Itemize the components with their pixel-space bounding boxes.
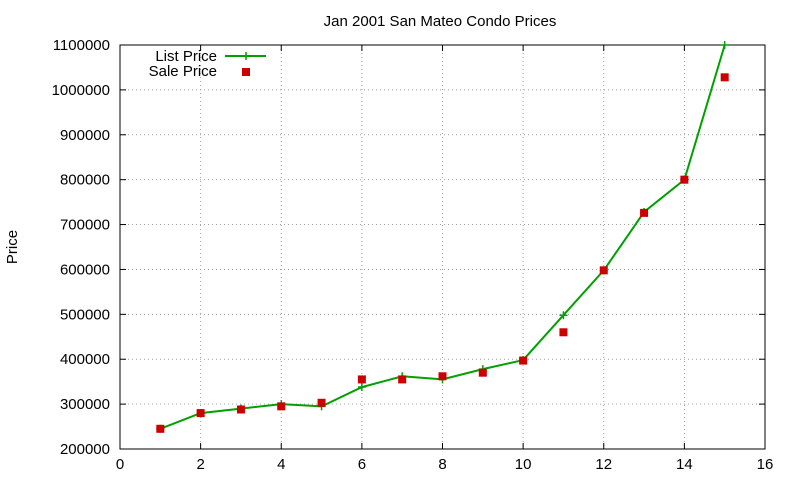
y-tick-label: 900000: [60, 127, 110, 144]
sale-price-point: [277, 402, 286, 411]
sale-price-point: [398, 375, 407, 384]
legend-label-sale-price: Sale Price: [149, 63, 217, 80]
x-tick-label: 10: [515, 456, 532, 473]
chart-title: Jan 2001 San Mateo Condo Prices: [324, 13, 557, 30]
grid: [120, 45, 765, 449]
sale-price-point: [317, 398, 326, 407]
y-tick-label: 400000: [60, 351, 110, 368]
x-tick-label: 14: [676, 456, 693, 473]
plot-area: [156, 41, 729, 433]
sale-price-point: [357, 375, 366, 384]
x-tick-label: 2: [196, 456, 204, 473]
x-tick-label: 6: [358, 456, 366, 473]
sale-price-point: [720, 73, 729, 82]
y-tick-label: 700000: [60, 217, 110, 234]
sale-price-point: [236, 405, 245, 414]
axes: 200000 300000 400000 500000 600000 700000 8000…: [52, 37, 774, 473]
x-tick-label: 0: [116, 456, 124, 473]
y-tick-label: 200000: [60, 441, 110, 458]
sale-price-point: [196, 409, 205, 418]
x-tick-label: 12: [595, 456, 612, 473]
y-tick-label: 300000: [60, 396, 110, 413]
list-price-point: [720, 41, 729, 49]
sale-price-point: [478, 368, 487, 377]
list-price-point: [559, 311, 568, 320]
sale-price-point: [680, 175, 689, 184]
x-tick-label: 8: [438, 456, 446, 473]
legend-label-list-price: List Price: [155, 48, 217, 65]
plot-frame: [119, 44, 766, 450]
y-tick-label: 1000000: [52, 82, 110, 99]
sale-price-point: [438, 372, 447, 381]
y-tick-label: 800000: [60, 172, 110, 189]
sale-price-point: [599, 266, 608, 275]
sale-price-point: [156, 424, 165, 433]
y-tick-label: 1100000: [53, 37, 110, 54]
x-tick-label: 4: [277, 456, 285, 473]
series-line-list-price: [159, 44, 726, 430]
sale-price-point: [519, 356, 528, 365]
sale-price-point: [640, 208, 649, 217]
y-tick-label: 500000: [60, 306, 110, 323]
x-tick-label: 16: [757, 456, 774, 473]
y-tick-label: 600000: [60, 261, 110, 278]
y-axis-label: Price: [4, 230, 21, 264]
legend-marker-list-price: [242, 52, 250, 60]
legend-marker-sale-price: [242, 68, 250, 76]
list-price-point: [357, 383, 366, 392]
sale-price-point: [559, 328, 568, 337]
